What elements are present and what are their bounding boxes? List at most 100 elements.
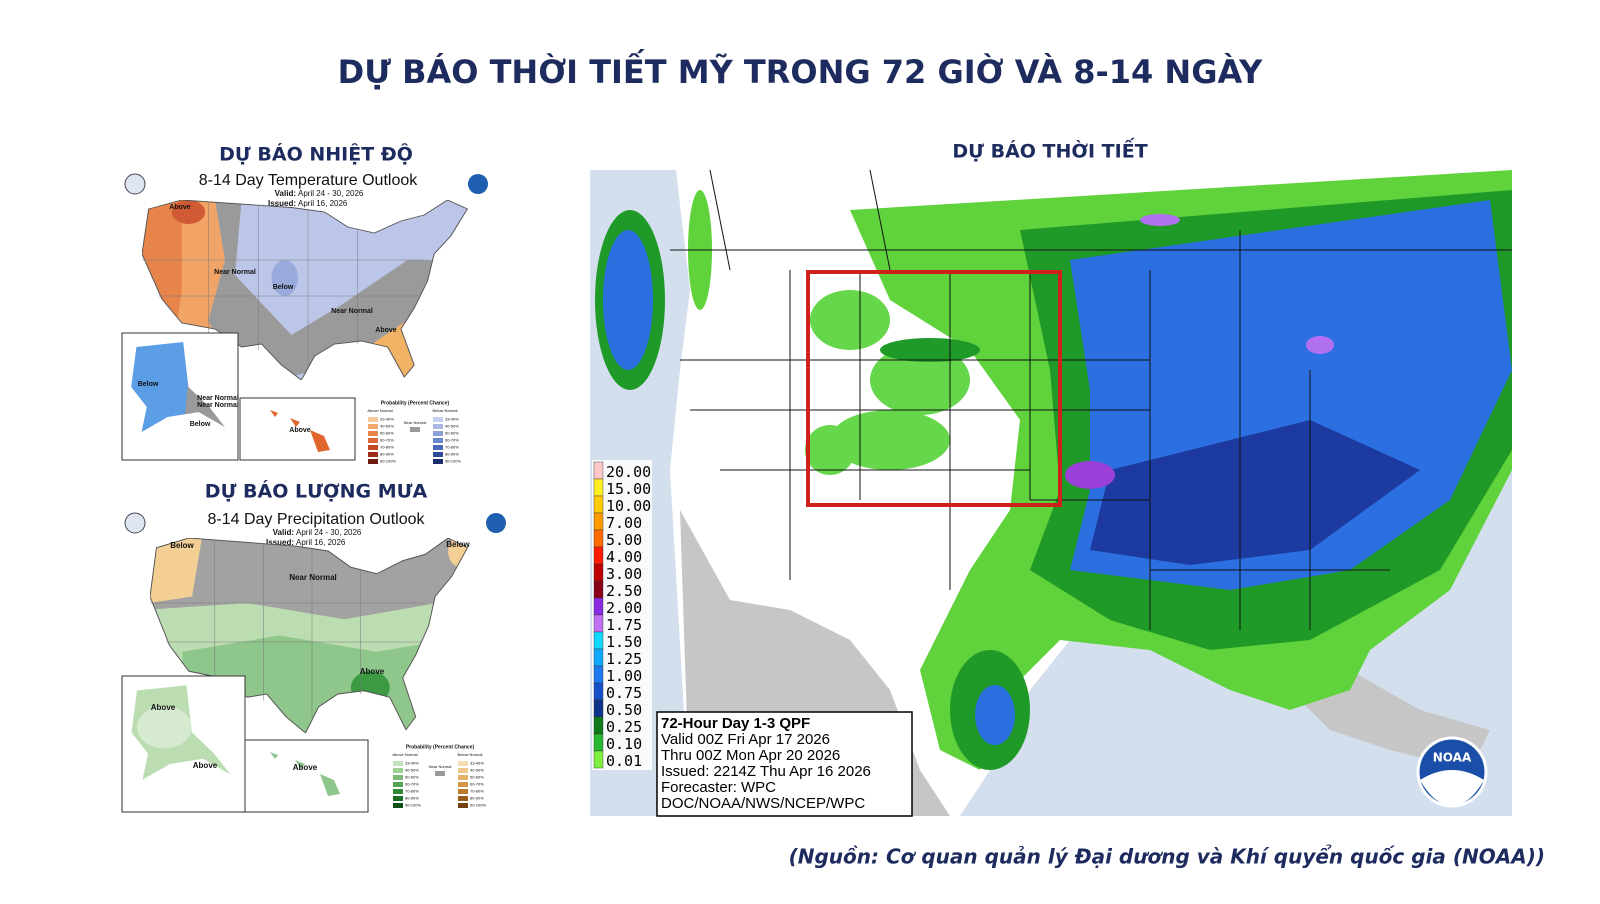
label: 60-70% xyxy=(445,438,459,443)
label: 70-80% xyxy=(405,789,419,794)
legend-swatch xyxy=(368,424,378,429)
scale-swatch xyxy=(593,648,604,667)
scale-swatch xyxy=(593,750,604,769)
scale-swatch xyxy=(593,529,604,548)
state-lines xyxy=(142,203,425,365)
panel-heading: DỰ BÁO THỜI TIẾT xyxy=(952,137,1147,163)
label: 80-90% xyxy=(405,796,419,801)
valid-label: Valid: xyxy=(273,528,294,537)
panel-heading: DỰ BÁO NHIỆT ĐỘ xyxy=(219,142,413,166)
label: 40-50% xyxy=(445,424,459,429)
label: Above Normal xyxy=(367,408,392,413)
scale-label: 15.00 xyxy=(606,480,651,498)
label: 90-100% xyxy=(445,459,461,464)
legend-swatch xyxy=(393,803,403,808)
info-line: 72-Hour Day 1-3 QPF xyxy=(661,715,810,732)
legend-swatch xyxy=(433,452,443,457)
legend-swatch xyxy=(368,445,378,450)
scale-swatch xyxy=(593,614,604,633)
scale-label: 2.00 xyxy=(606,599,642,617)
legend-swatch xyxy=(433,459,443,464)
label: 70-80% xyxy=(380,445,394,450)
region-below xyxy=(150,538,202,603)
info-line: DOC/NOAA/NWS/NCEP/WPC xyxy=(661,795,865,812)
legend-swatch xyxy=(368,459,378,464)
region-near xyxy=(208,200,468,380)
precip-max xyxy=(1140,214,1180,226)
label: 80-90% xyxy=(380,452,394,457)
scale-label: 4.00 xyxy=(606,548,642,566)
scale-label: 7.00 xyxy=(606,514,642,532)
legend-swatch xyxy=(433,438,443,443)
legend-swatch xyxy=(368,431,378,436)
hawaii-islands xyxy=(270,410,330,452)
label: Probability (Percent Chance) xyxy=(406,744,475,750)
issued-label: Issued: xyxy=(268,199,296,208)
label: Below xyxy=(190,421,211,428)
label: 50-60% xyxy=(405,775,419,780)
scale-label: 0.75 xyxy=(606,684,642,702)
noaa-logo-wave xyxy=(1420,770,1484,806)
mountain-precip xyxy=(805,290,980,475)
legend-swatch xyxy=(458,789,468,794)
noaa-logo-text: NOAA xyxy=(1433,751,1472,765)
precip-very-heavy xyxy=(1090,420,1420,565)
boundaries xyxy=(670,170,1512,630)
scale-swatch xyxy=(593,495,604,514)
info-line: Forecaster: WPC xyxy=(661,779,776,796)
legend-swatch xyxy=(458,796,468,801)
legend-swatch xyxy=(393,768,403,773)
valid-label: Valid: xyxy=(275,189,296,198)
blob xyxy=(880,338,980,362)
label: Above xyxy=(151,703,176,712)
label: Probability (Percent Chance) xyxy=(381,400,450,406)
pacific-precip-core xyxy=(603,230,653,370)
label: Above Normal xyxy=(392,752,417,757)
scale-label: 20.00 xyxy=(606,463,651,481)
legend-swatch xyxy=(433,424,443,429)
info-line: Valid 00Z Fri Apr 17 2026 xyxy=(661,731,830,748)
label: 33-40% xyxy=(380,417,394,422)
label: Above xyxy=(169,204,191,211)
scale-swatch xyxy=(593,597,604,616)
legend-swatch xyxy=(410,427,420,432)
info-line: Issued: 2214Z Thu Apr 16 2026 xyxy=(661,763,871,780)
scale-label: 1.00 xyxy=(606,667,642,685)
qpf-panel: DỰ BÁO THỜI TIẾT xyxy=(590,137,1512,817)
blob xyxy=(870,345,970,415)
scale-label: 1.50 xyxy=(606,633,642,651)
legend-swatch xyxy=(393,796,403,801)
region-below-core xyxy=(271,260,299,296)
label: 60-70% xyxy=(380,438,394,443)
blob xyxy=(805,425,855,475)
label: Above xyxy=(360,667,385,676)
label: Above xyxy=(293,763,318,772)
label: 50-60% xyxy=(380,431,394,436)
legend-swatch xyxy=(368,452,378,457)
info-box xyxy=(656,711,913,817)
label: Above xyxy=(375,327,397,334)
label: 33-40% xyxy=(405,761,419,766)
label: Above xyxy=(193,761,218,770)
legend-swatch xyxy=(433,445,443,450)
legend-swatch xyxy=(393,761,403,766)
panel-heading: DỰ BÁO LƯỢNG MƯA xyxy=(205,480,428,503)
label: Near Normal xyxy=(331,308,373,315)
scale-label: 1.25 xyxy=(606,650,642,668)
label: Near Normal xyxy=(289,573,337,582)
legend-swatch xyxy=(435,771,445,776)
legend-swatch xyxy=(458,761,468,766)
scale-label: 0.50 xyxy=(606,701,642,719)
legend-swatch xyxy=(393,775,403,780)
valid-dates: April 24 - 30, 2026 xyxy=(296,528,362,537)
region-above-max xyxy=(171,200,206,224)
label: Below xyxy=(170,541,194,550)
scale-swatch xyxy=(593,665,604,684)
label: 70-80% xyxy=(470,789,484,794)
legend-swatch xyxy=(368,417,378,422)
label: 90-100% xyxy=(470,803,486,808)
label: 40-50% xyxy=(470,768,484,773)
label: Below xyxy=(446,540,470,549)
seal xyxy=(124,173,146,195)
precip-max xyxy=(1306,336,1334,354)
